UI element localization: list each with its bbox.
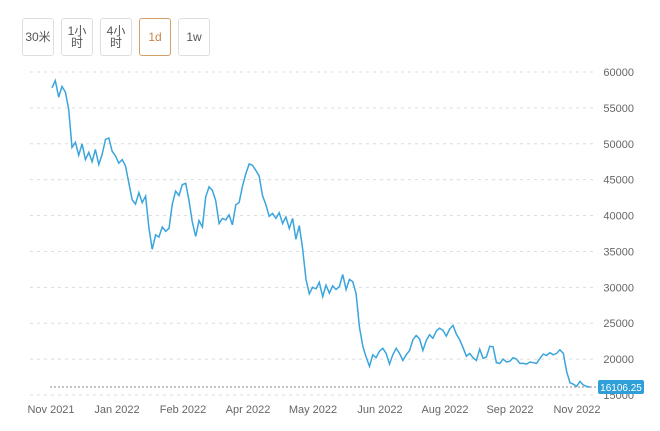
y-tick-label: 40000 (603, 211, 634, 223)
tab-4h[interactable]: 4小时 (100, 18, 132, 56)
tab-1d[interactable]: 1d (139, 18, 171, 56)
x-tick-label: Nov 2021 (27, 404, 74, 416)
x-tick-label: Jan 2022 (94, 404, 139, 416)
y-tick-label: 25000 (603, 318, 634, 330)
x-axis-ticks: Nov 2021 Jan 2022 Feb 2022 Apr 2022 May 2022… (27, 404, 600, 416)
y-tick-label: 55000 (603, 103, 634, 115)
x-tick-label: Apr 2022 (226, 404, 271, 416)
last-price-tag-bg (598, 380, 644, 395)
y-tick-label: 60000 (603, 67, 634, 79)
y-tick-label: 50000 (603, 139, 634, 151)
y-tick-label: 30000 (603, 282, 634, 294)
x-tick-label: Aug 2022 (421, 404, 468, 416)
x-tick-label: Nov 2022 (553, 404, 600, 416)
tab-1w[interactable]: 1w (178, 18, 210, 56)
series-line (51, 78, 591, 388)
timeframe-tabs: 30米 1小时 4小时 1d 1w (22, 18, 217, 56)
tab-30m[interactable]: 30米 (22, 18, 54, 56)
tab-1h[interactable]: 1小时 (61, 18, 93, 56)
y-axis-ticks: 60000 55000 50000 45000 40000 35000 30000 25000… (603, 67, 634, 402)
x-tick-label: Feb 2022 (160, 404, 206, 416)
grid-lines (30, 71, 596, 396)
x-tick-label: Sep 2022 (486, 404, 533, 416)
last-price-tag: 16106.25 (598, 380, 644, 395)
x-tick-label: Jun 2022 (357, 404, 402, 416)
last-price-label: 16106.25 (600, 383, 642, 394)
x-tick-label: May 2022 (289, 404, 337, 416)
y-tick-label: 45000 (603, 175, 634, 187)
y-tick-label: 35000 (603, 246, 634, 258)
y-tick-label: 20000 (603, 354, 634, 366)
